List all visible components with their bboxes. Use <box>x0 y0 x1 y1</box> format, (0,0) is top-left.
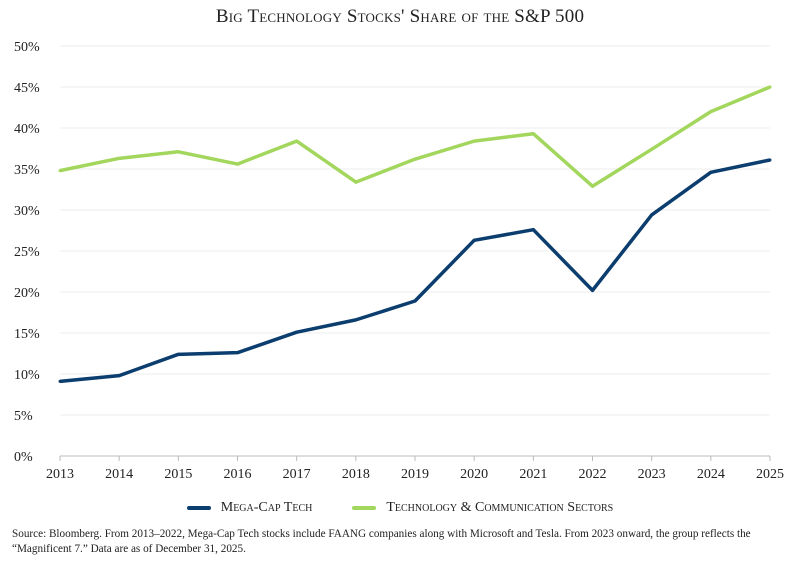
series-line <box>59 85 771 188</box>
y-tick-label: 45% <box>14 81 40 96</box>
y-tick-label: 50% <box>14 40 40 55</box>
data-point <box>472 139 476 143</box>
data-point <box>354 180 358 184</box>
series-line <box>59 158 771 384</box>
data-point <box>176 352 180 356</box>
legend-label: Mega-Cap Tech <box>220 500 313 515</box>
data-point <box>58 379 62 383</box>
y-tick-label: 40% <box>14 122 40 137</box>
source-note: Source: Bloomberg. From 2013–2022, Mega-… <box>12 528 751 555</box>
y-tick-label: 0% <box>14 450 33 465</box>
data-point <box>236 162 239 166</box>
data-point <box>295 139 299 143</box>
x-tick-label: 2019 <box>401 467 429 482</box>
data-point <box>58 169 62 173</box>
x-tick-label: 2023 <box>638 467 666 482</box>
data-point <box>650 213 654 217</box>
data-point <box>591 288 594 292</box>
chart-title: Big Technology Stocks' Share of the S&P … <box>215 6 585 27</box>
legend-item-tech-comm: Technology & Communication Sectors <box>352 500 613 516</box>
data-point <box>531 132 535 136</box>
data-point <box>591 184 594 188</box>
data-point <box>354 318 358 322</box>
data-point <box>176 150 180 154</box>
data-point <box>413 299 417 303</box>
legend-item-mega-cap: Mega-Cap Tech <box>186 500 313 516</box>
data-point <box>531 228 535 232</box>
x-tick-label: 2025 <box>756 467 784 482</box>
x-tick-label: 2013 <box>46 467 74 482</box>
x-tick-label: 2022 <box>579 467 607 482</box>
x-tick-label: 2015 <box>164 467 192 482</box>
y-tick-label: 20% <box>14 286 40 301</box>
y-tick-label: 25% <box>14 245 40 260</box>
data-point <box>768 85 772 89</box>
legend-swatch <box>352 506 377 510</box>
x-tick-label: 2024 <box>697 467 725 482</box>
data-point <box>117 156 121 160</box>
x-tick-label: 2018 <box>342 467 370 482</box>
y-tick-label: 30% <box>14 204 40 219</box>
y-tick-label: 15% <box>14 327 40 342</box>
data-point <box>709 110 713 114</box>
data-point <box>413 157 417 161</box>
data-point <box>472 238 476 242</box>
data-point <box>768 158 772 162</box>
data-point <box>117 374 121 378</box>
x-tick-label: 2017 <box>283 467 311 482</box>
y-tick-label: 10% <box>14 368 40 383</box>
legend: Mega-Cap Tech Technology & Communication… <box>0 500 800 516</box>
y-tick-label: 5% <box>14 409 33 424</box>
legend-swatch <box>186 506 211 510</box>
x-tick-label: 2020 <box>460 467 488 482</box>
data-point <box>236 351 239 355</box>
x-tick-label: 2014 <box>105 467 133 482</box>
line-chart: 0% 5% 10% 15% 20% 25% 30% 35% 40% 45% 50% 2013 2014 2… <box>14 40 784 482</box>
x-tick-label: 2016 <box>224 467 252 482</box>
data-point <box>650 147 654 151</box>
y-tick-label: 35% <box>14 163 40 178</box>
legend-label: Technology & Communication Sectors <box>386 500 614 515</box>
x-tick-label: 2021 <box>519 467 547 482</box>
data-point <box>709 170 713 174</box>
data-point <box>295 330 299 334</box>
